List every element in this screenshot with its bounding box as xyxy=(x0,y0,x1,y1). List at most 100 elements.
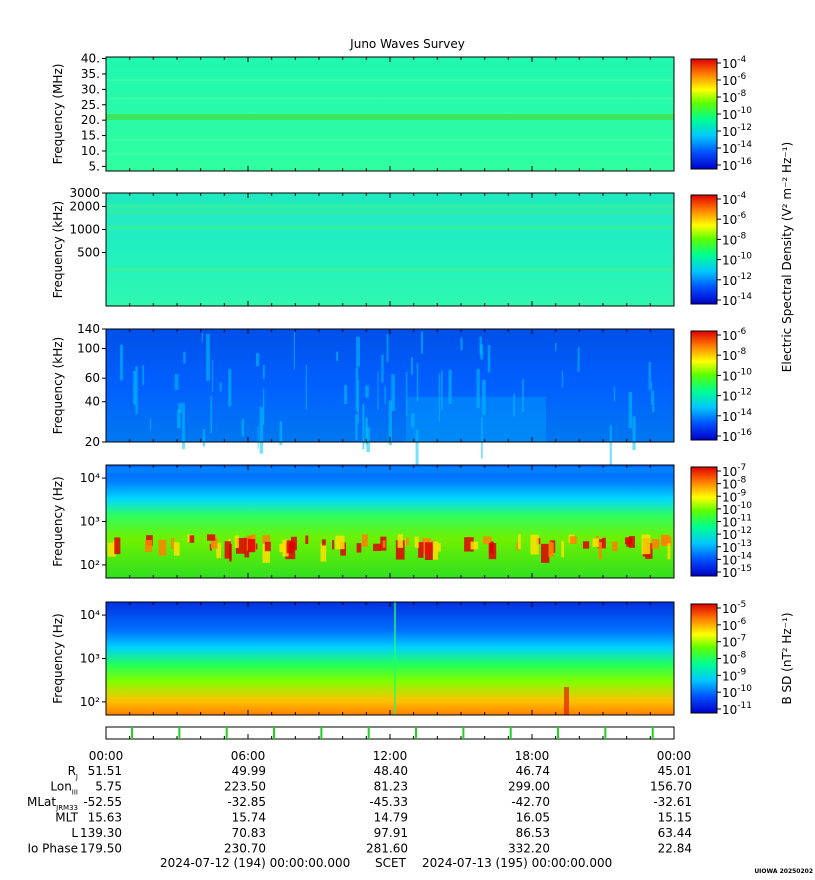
emission-streak xyxy=(628,391,633,429)
emission-streak xyxy=(482,379,486,415)
y-tick-label: 10. xyxy=(81,144,100,158)
emission-blob xyxy=(592,538,600,547)
ephemeris-value: 223.50 xyxy=(224,780,266,794)
emission-streak xyxy=(177,409,181,429)
emission-blob xyxy=(464,537,474,552)
emission-blob xyxy=(282,539,289,557)
colorbar-tick-label: 10-10 xyxy=(722,501,752,517)
ephemeris-label: LonIII xyxy=(50,780,78,797)
emission-streak xyxy=(391,374,395,412)
emission-band xyxy=(106,114,674,121)
emission-streak xyxy=(259,406,264,454)
ephemeris-label: L xyxy=(71,826,78,840)
ephemeris-value: 179.50 xyxy=(80,842,122,856)
ephemeris-value: 49.99 xyxy=(232,764,266,778)
y-tick-label: 30. xyxy=(81,82,100,96)
ephemeris-value: 70.83 xyxy=(232,826,266,840)
emission-streak xyxy=(206,334,210,381)
y-tick-label: 10³ xyxy=(80,515,100,529)
ephemeris-value: 156.70 xyxy=(650,780,692,794)
emission-streak xyxy=(135,366,138,415)
y-axis-label: Frequency (kHz) xyxy=(51,337,65,434)
emission-blob xyxy=(264,541,271,552)
emission-streak xyxy=(210,395,213,434)
y-tick-label: 1000 xyxy=(69,222,100,236)
emission-blob xyxy=(483,536,492,545)
colorbar-tick-label: 10-8 xyxy=(722,347,747,363)
y-tick-label: 60 xyxy=(85,371,100,385)
emission-blob xyxy=(361,534,368,547)
ephemeris-value: 81.23 xyxy=(374,780,408,794)
colorbar-tick-label: 10-10 xyxy=(722,252,752,268)
emission-blob xyxy=(432,541,439,560)
emission-blob xyxy=(173,542,180,556)
ephemeris-value: 5.75 xyxy=(95,780,122,794)
faint-band xyxy=(106,267,674,272)
emission-streak xyxy=(366,427,371,452)
emission-blob xyxy=(470,541,479,550)
colorbar-tick-label: 10-16 xyxy=(722,157,752,173)
panel-3: 20 40 60 100 140 Frequency (kHz) 10-6 10-8 10-10… xyxy=(51,142,794,472)
colorbar xyxy=(690,194,718,305)
emission-streak xyxy=(460,337,463,351)
watermark: UIOWA 20250202 xyxy=(754,868,813,875)
emission-blob xyxy=(286,540,293,554)
emission-streak xyxy=(355,414,358,440)
emission-streak xyxy=(384,386,386,404)
ephemeris-value: 97.91 xyxy=(374,826,408,840)
emission-blob xyxy=(517,534,521,550)
ephemeris-value: 22.84 xyxy=(658,842,692,856)
emission-blob xyxy=(414,536,419,548)
emission-blob xyxy=(611,541,618,552)
y-tick-label: 10² xyxy=(80,558,100,572)
emission-streak xyxy=(362,404,365,450)
emission-streak xyxy=(650,381,653,405)
emission-streak xyxy=(183,351,186,364)
emission-blob xyxy=(113,540,116,548)
ephemeris-value: 45.01 xyxy=(658,764,692,778)
colorbar-tick-label: 10-14 xyxy=(722,292,752,308)
y-tick-label: 15. xyxy=(81,129,100,143)
emission-blob xyxy=(660,534,670,545)
emission-blob xyxy=(582,541,590,549)
emission-blob xyxy=(247,538,256,553)
time-label: 00:00 xyxy=(657,749,692,763)
emission-blob xyxy=(158,539,167,556)
y-tick-label: 20. xyxy=(81,113,100,127)
emission-streak xyxy=(241,418,244,437)
colorbar-tick-label: 10-4 xyxy=(722,191,747,207)
colorbar-tick-label: 10-14 xyxy=(722,140,752,156)
colorbar-tick-label: 10-12 xyxy=(722,123,752,139)
emission-streak xyxy=(133,370,137,405)
emission-streak xyxy=(561,370,564,388)
emission-blob xyxy=(488,543,497,560)
y-tick-label: 2000 xyxy=(69,199,100,213)
ephemeris-label: MLatJRM33 xyxy=(27,795,78,812)
ephemeris-value: 332.20 xyxy=(508,842,550,856)
colorbar-tick-label: 10-14 xyxy=(722,551,752,567)
ephemeris-table: RJ 51.51 49.99 48.40 46.74 45.01 LonIII 5.75 223… xyxy=(27,764,692,856)
faint-band xyxy=(106,79,674,82)
emission-streak xyxy=(149,418,152,430)
emission-blob xyxy=(356,543,362,553)
emission-blob xyxy=(210,537,218,549)
spectrogram-1 xyxy=(106,57,674,171)
emission-blob xyxy=(641,534,651,555)
colorbar-tick-label: 10-8 xyxy=(722,89,747,105)
time-label: 00:00 xyxy=(89,749,124,763)
emission-blob xyxy=(332,540,335,550)
emission-blob xyxy=(540,543,550,563)
emission-blob xyxy=(561,541,565,558)
emission-streak xyxy=(335,351,339,361)
colorbar-tick-label: 10-4 xyxy=(722,55,747,71)
emission-blob xyxy=(530,534,539,555)
footer-start-time: 2024-07-12 (194) 00:00:00.000 xyxy=(160,856,351,870)
colorbar-tick-label: 10-11 xyxy=(722,701,752,717)
emission-blob xyxy=(235,538,246,554)
y-tick-label: 10² xyxy=(80,695,100,709)
emission-streak xyxy=(386,334,389,362)
y-axis-label: Frequency (kHz) xyxy=(51,201,65,298)
